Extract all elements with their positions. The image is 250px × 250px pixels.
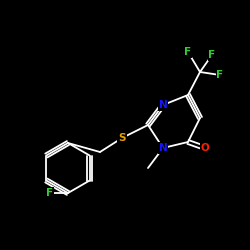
Text: F: F (208, 50, 216, 60)
Text: F: F (46, 188, 54, 198)
Text: F: F (216, 70, 224, 80)
Text: N: N (159, 100, 168, 110)
Text: S: S (118, 133, 126, 143)
Text: F: F (184, 47, 192, 57)
Text: N: N (159, 143, 168, 153)
Text: O: O (200, 143, 209, 153)
